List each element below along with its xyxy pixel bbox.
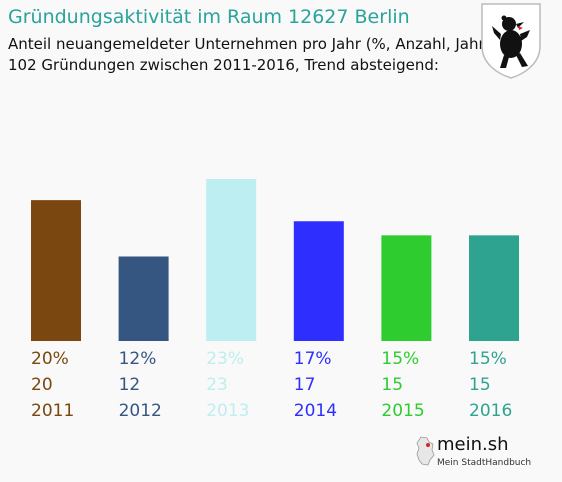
year-label-2014: 2014 — [294, 401, 337, 421]
count-label-2015: 15 — [381, 375, 403, 395]
year-label-2016: 2016 — [469, 401, 512, 421]
year-label-2012: 2012 — [119, 401, 162, 421]
subtitle-line-1: Anteil neuangemeldeter Unternehmen pro J… — [8, 35, 491, 53]
bar-2014 — [293, 221, 344, 341]
count-label-2013: 23 — [206, 375, 228, 395]
bar-2013 — [206, 179, 257, 341]
count-label-2016: 15 — [469, 375, 491, 395]
year-label-2015: 2015 — [381, 401, 424, 421]
berlin-bear-coat-of-arms-icon — [481, 3, 541, 79]
brand-logo: mein.sh Mein StadtHandbuch — [413, 432, 531, 474]
brand-name: mein.sh — [437, 434, 509, 455]
percent-label-2013: 23% — [206, 349, 244, 369]
count-label-2014: 17 — [294, 375, 316, 395]
germany-map-icon — [416, 436, 435, 466]
bar-2016 — [469, 235, 519, 341]
bar-2011 — [31, 200, 81, 341]
count-label-2012: 12 — [119, 375, 141, 395]
brand-tagline: Mein StadtHandbuch — [437, 458, 532, 468]
count-label-2011: 20 — [31, 375, 53, 395]
percent-label-2016: 15% — [469, 349, 507, 369]
bar-2012 — [118, 256, 169, 341]
percent-label-2011: 20% — [31, 349, 69, 369]
percent-label-2015: 15% — [381, 349, 419, 369]
subtitle-line-2: 102 Gründungen zwischen 2011-2016, Trend… — [8, 56, 439, 74]
chart-subtitle: Anteil neuangemeldeter Unternehmen pro J… — [8, 34, 491, 76]
year-label-2013: 2013 — [206, 401, 249, 421]
year-label-2011: 2011 — [31, 401, 74, 421]
percent-label-2014: 17% — [294, 349, 332, 369]
bar-2015 — [381, 235, 432, 341]
percent-label-2012: 12% — [119, 349, 157, 369]
chart-title: Gründungsaktivität im Raum 12627 Berlin — [8, 6, 410, 28]
